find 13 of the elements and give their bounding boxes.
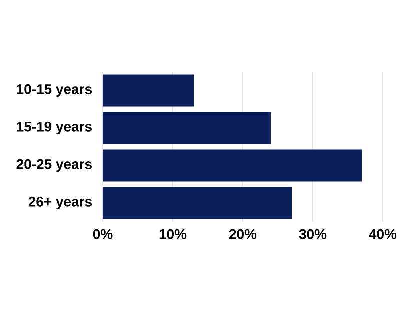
bar xyxy=(103,112,272,144)
x-tick-label: 40% xyxy=(369,229,397,240)
x-tick-label: 30% xyxy=(299,229,327,240)
x-tick-label: 0% xyxy=(93,229,113,240)
y-tick-label: 20-25 years xyxy=(16,159,92,172)
x-tick-label: 20% xyxy=(229,229,257,240)
y-tick-label: 26+ years xyxy=(28,196,92,210)
bar xyxy=(103,187,292,220)
x-tick-label: 10% xyxy=(160,229,187,240)
y-tick-label: 15-19 years xyxy=(17,122,92,135)
bar xyxy=(103,150,362,182)
bar xyxy=(103,74,194,107)
y-tick-label: 10-15 years xyxy=(17,84,92,98)
